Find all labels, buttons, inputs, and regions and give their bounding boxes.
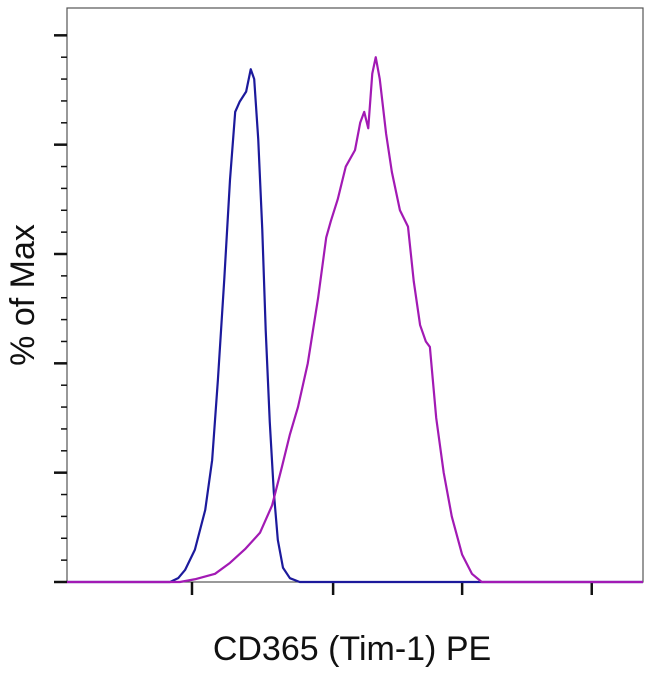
x-axis-label: CD365 (Tim-1) PE (213, 630, 491, 668)
histogram-line (67, 56, 643, 584)
plot-frame (66, 7, 644, 583)
histogram-line (67, 68, 643, 584)
y-axis-label: % of Max (4, 224, 42, 366)
